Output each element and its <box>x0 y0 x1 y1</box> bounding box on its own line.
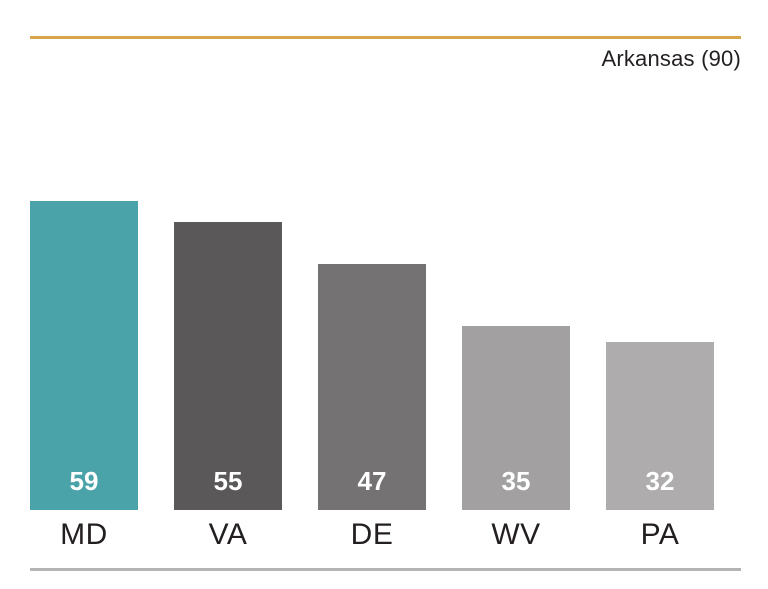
bar-va: 55 <box>174 221 282 510</box>
baseline-rule <box>30 568 741 571</box>
bar-de: 47 <box>318 263 426 510</box>
category-label-pa: PA <box>640 518 680 551</box>
reference-line <box>30 36 741 39</box>
reference-label: Arkansas (90) <box>601 46 741 71</box>
bar-pa: 32 <box>606 342 714 510</box>
bar-value-label-wv: 35 <box>501 466 531 496</box>
category-label-md: MD <box>60 518 108 551</box>
category-label-de: DE <box>350 518 394 551</box>
bar-wv: 35 <box>462 326 570 510</box>
bar-value-label-de: 47 <box>357 466 387 496</box>
bar-value-label-pa: 32 <box>645 466 675 496</box>
bar-value-label-va: 55 <box>213 466 243 496</box>
bar-value-label-md: 59 <box>69 466 99 496</box>
bar-md: 59 <box>30 200 138 510</box>
plot-area: 59 55 47 35 32 <box>30 38 714 510</box>
category-label-va: VA <box>208 518 248 551</box>
category-label-wv: WV <box>491 518 541 551</box>
category-axis: MD VA DE WV PA <box>30 518 714 552</box>
